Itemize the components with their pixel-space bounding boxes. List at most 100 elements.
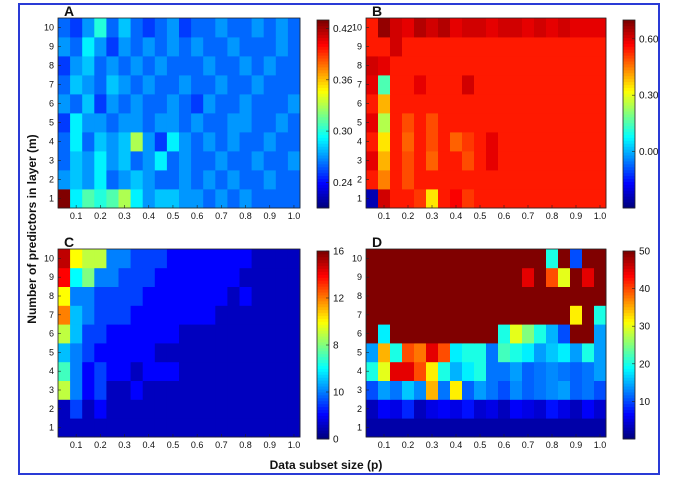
- heatmap-cell: [118, 189, 131, 209]
- colorbar-segment: [623, 199, 635, 203]
- heatmap-cell: [70, 418, 83, 438]
- heatmap-cell: [510, 151, 523, 171]
- colorbar-segment: [623, 271, 635, 275]
- heatmap-cell: [215, 113, 228, 133]
- heatmap-cell: [203, 37, 216, 57]
- heatmap-cell: [70, 37, 83, 57]
- heatmap-cell: [438, 37, 451, 57]
- colorbar-tick-label: 0.30: [639, 91, 659, 102]
- heatmap-cell: [426, 94, 439, 114]
- heatmap-cell: [251, 267, 265, 287]
- heatmap-cell: [191, 324, 204, 344]
- colorbar-segment: [623, 412, 635, 416]
- heatmap-cell: [378, 189, 391, 209]
- colorbar-segment: [317, 140, 329, 144]
- heatmap-cell: [251, 343, 265, 363]
- heatmap-cell: [462, 113, 475, 133]
- heatmap-cell: [450, 380, 463, 400]
- heatmap-cell: [522, 267, 535, 287]
- heatmap-cell: [462, 132, 475, 152]
- heatmap-cell: [263, 37, 277, 57]
- colorbar-segment: [317, 415, 329, 419]
- heatmap-cell: [402, 267, 415, 287]
- heatmap-cell: [558, 380, 571, 400]
- heatmap-cell: [191, 151, 204, 171]
- heatmap-cell: [462, 75, 475, 95]
- colorbar-segment: [623, 122, 635, 127]
- heatmap-cell: [58, 151, 71, 171]
- heatmap-cell: [390, 399, 403, 419]
- heatmap-cell: [594, 418, 607, 438]
- heatmap-cell: [414, 324, 427, 344]
- heatmap-cell: [106, 170, 119, 190]
- heatmap-cell: [594, 267, 607, 287]
- heatmap-cell: [594, 343, 607, 363]
- colorbar-segment: [623, 377, 635, 381]
- heatmap-cell: [390, 249, 403, 269]
- heatmap-cell: [263, 18, 277, 38]
- heatmap-cell: [546, 418, 559, 438]
- heatmap-cell: [522, 94, 535, 114]
- heatmap-cell: [546, 305, 559, 325]
- heatmap-cell: [462, 324, 475, 344]
- heatmap-cell: [450, 75, 463, 95]
- heatmap-cell: [558, 94, 571, 114]
- heatmap-cell: [378, 56, 391, 76]
- heatmap-cell: [378, 249, 391, 269]
- heatmap-cell: [426, 324, 439, 344]
- heatmap-cell: [390, 18, 403, 38]
- heatmap-cell: [227, 113, 240, 133]
- colorbar-tick-label: 50: [639, 247, 651, 258]
- heatmap-cell: [106, 286, 119, 306]
- heatmap-cell: [118, 18, 131, 38]
- heatmap-cell: [510, 249, 523, 269]
- heatmap-cell: [498, 132, 511, 152]
- heatmap-cell: [510, 324, 523, 344]
- heatmap-cell: [70, 361, 83, 381]
- heatmap-cell: [166, 170, 180, 190]
- heatmap-cell: [558, 305, 571, 325]
- heatmap-cell: [402, 189, 415, 209]
- colorbar-segment: [317, 330, 329, 334]
- heatmap-cell: [366, 380, 379, 400]
- heatmap-cell: [594, 361, 607, 381]
- heatmap-cell: [594, 37, 607, 57]
- heatmap-cell: [203, 305, 216, 325]
- heatmap-cell: [118, 249, 131, 269]
- heatmap-cell: [203, 56, 216, 76]
- y-tick-label: 10: [352, 23, 362, 33]
- colorbar-segment: [317, 289, 329, 293]
- y-tick-label: 4: [49, 366, 54, 376]
- colorbar-segment: [317, 383, 329, 387]
- heatmap-cell: [462, 418, 475, 438]
- heatmap-cell: [166, 305, 180, 325]
- heatmap-cell: [239, 399, 252, 419]
- colorbar-segment: [623, 339, 635, 343]
- heatmap-cell: [570, 151, 583, 171]
- heatmap-cell: [94, 286, 107, 306]
- y-tick-label: 10: [352, 253, 362, 263]
- colorbar-segment: [317, 324, 329, 328]
- heatmap-cell: [275, 113, 289, 133]
- colorbar-segment: [317, 55, 329, 59]
- heatmap-cell: [239, 151, 252, 171]
- colorbar-segment: [317, 184, 329, 188]
- colorbar-segment: [623, 152, 635, 156]
- heatmap-cell: [287, 399, 301, 419]
- heatmap-cell: [462, 361, 475, 381]
- colorbar-segment: [623, 181, 635, 185]
- colorbar-segment: [623, 105, 635, 109]
- heatmap-cell: [203, 286, 216, 306]
- colorbar-segment: [317, 52, 329, 56]
- colorbar-segment: [317, 149, 329, 153]
- heatmap-cell: [462, 267, 475, 287]
- heatmap-cell: [263, 380, 277, 400]
- y-tick-label: 2: [357, 175, 362, 185]
- colorbar-segment: [623, 158, 635, 162]
- colorbar-segment: [317, 262, 329, 267]
- heatmap-cell: [594, 113, 607, 133]
- heatmap-cell: [570, 189, 583, 209]
- heatmap-cell: [426, 286, 439, 306]
- heatmap-cell: [582, 18, 595, 38]
